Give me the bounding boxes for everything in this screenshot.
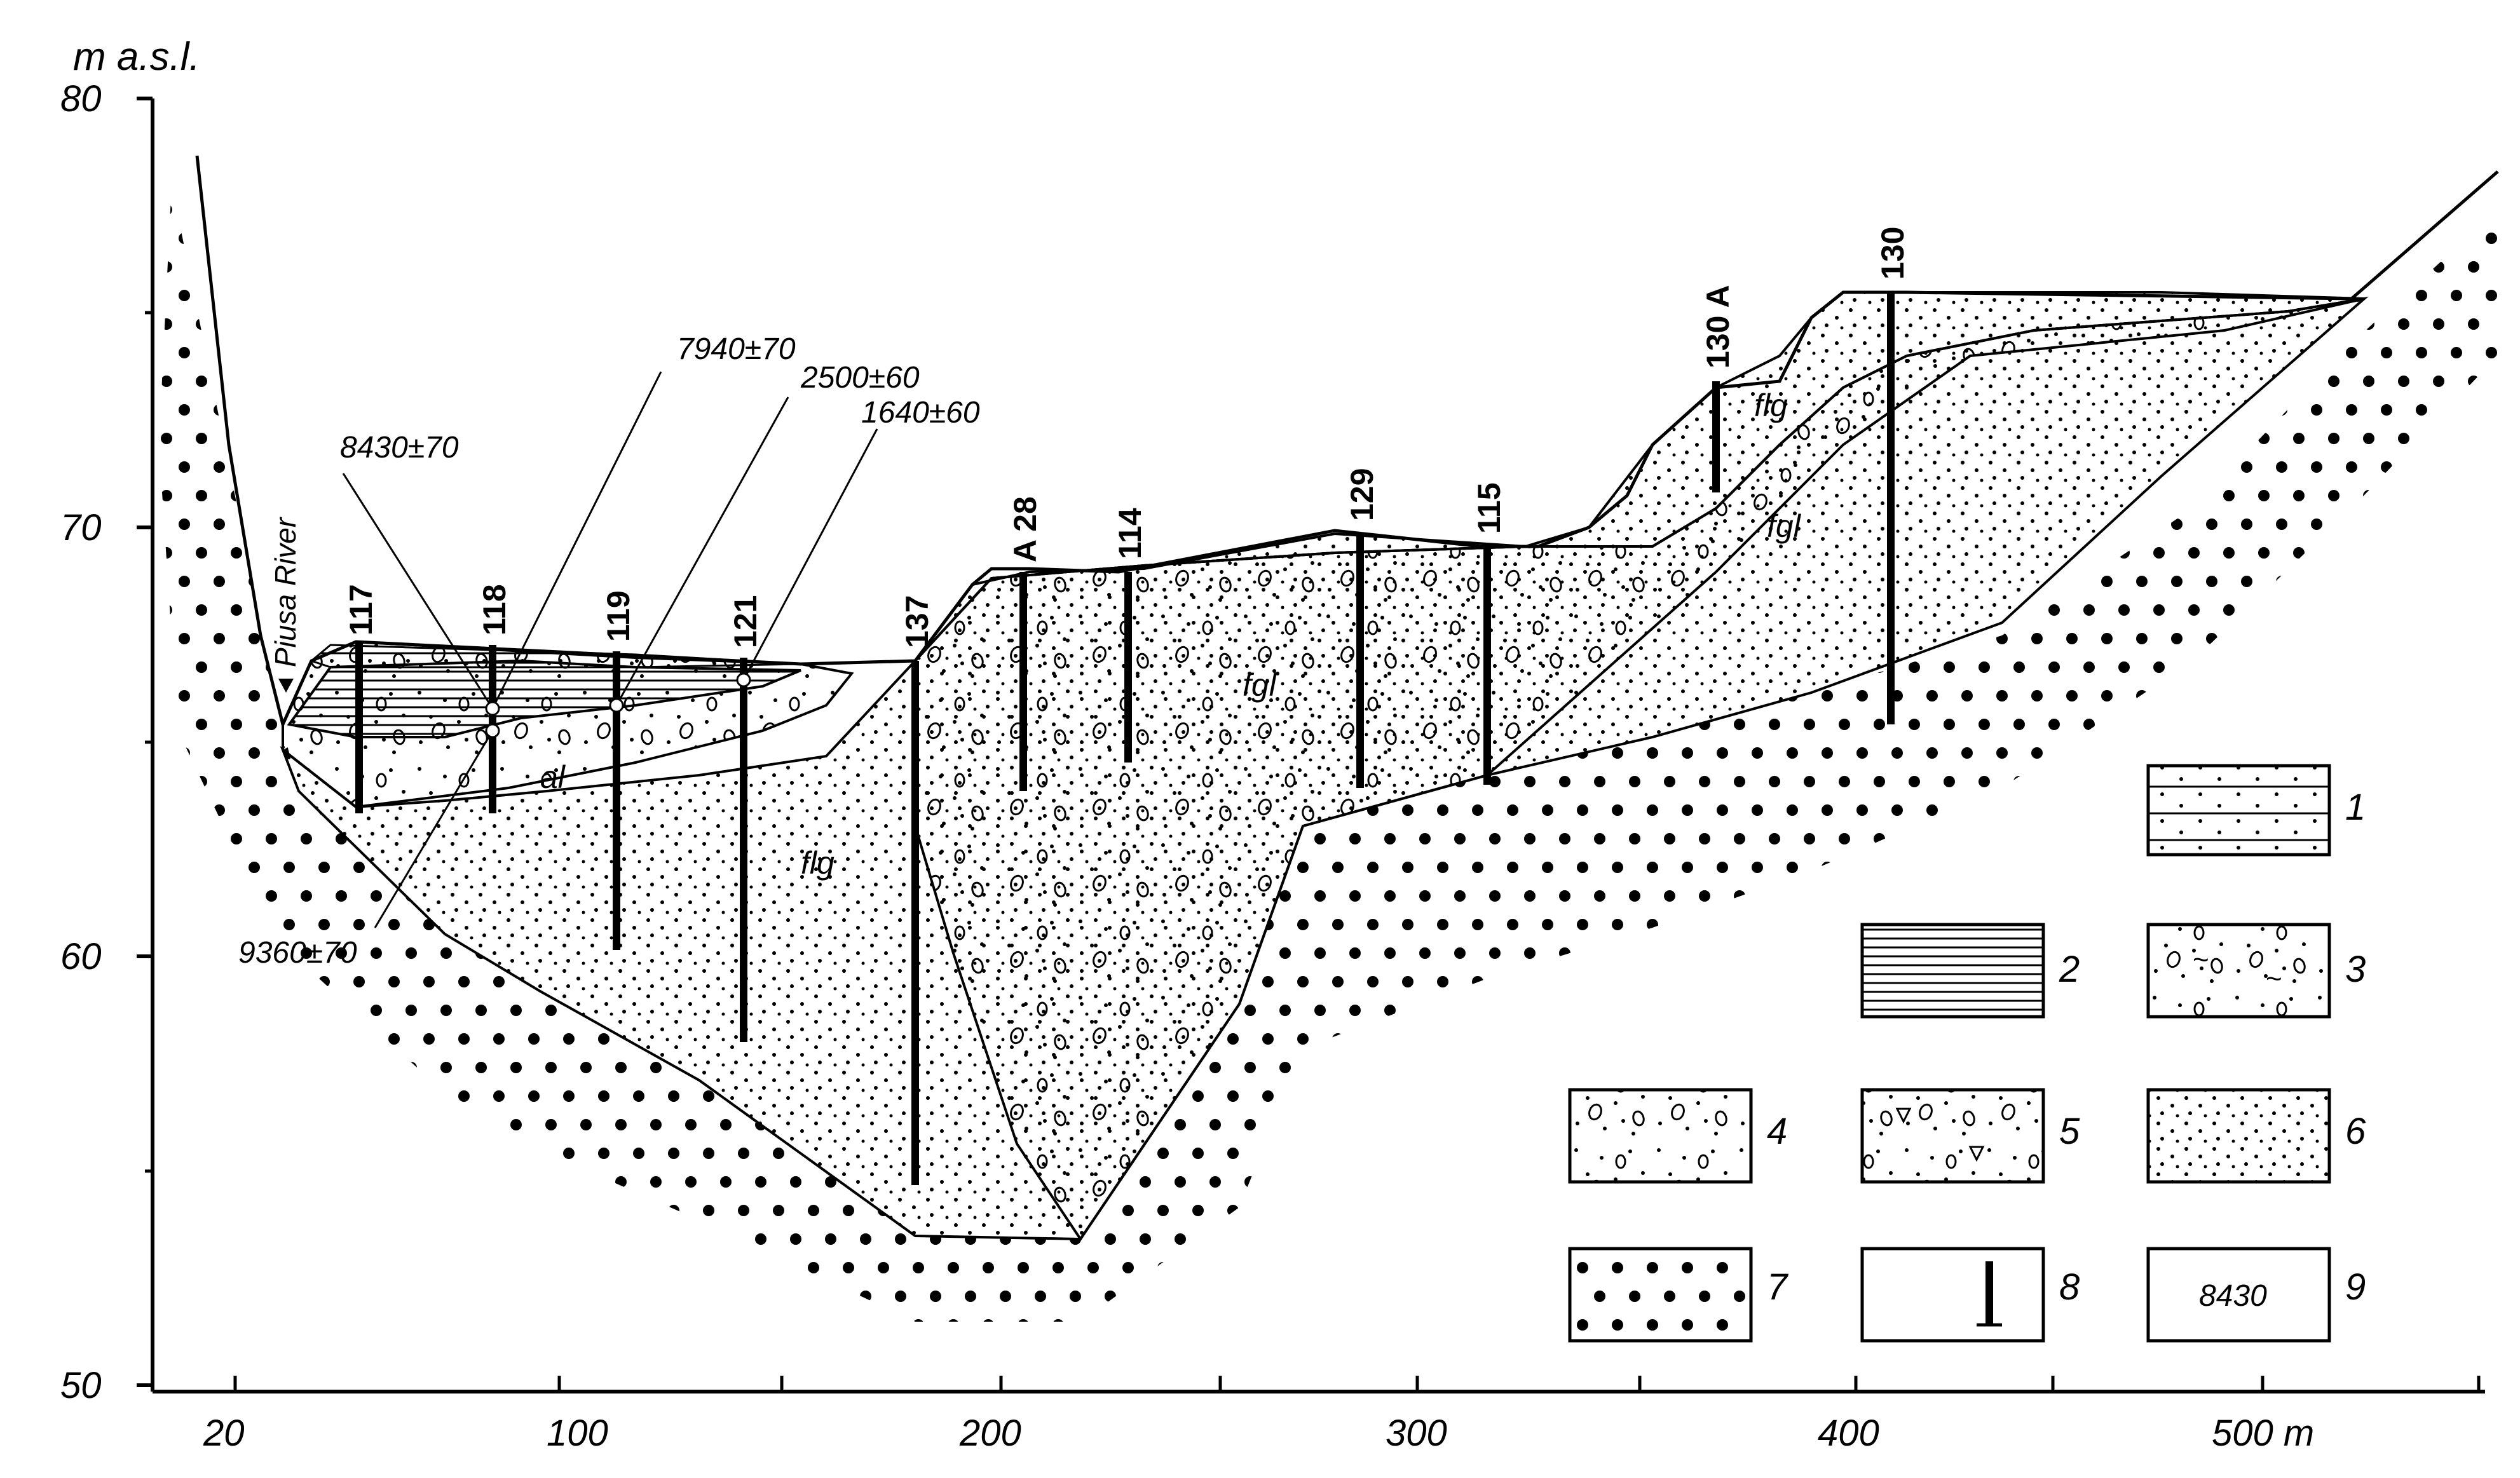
unit-flg-upper: flg xyxy=(1754,388,1788,423)
x-tick-100: 100 xyxy=(547,1413,608,1454)
borehole-label-114: 114 xyxy=(1112,508,1148,559)
date-2500: 2500±60 xyxy=(800,361,920,395)
y-axis-unit: m a.s.l. xyxy=(73,35,200,79)
legend-number-5: 5 xyxy=(2059,1111,2080,1152)
legend-number-7: 7 xyxy=(1767,1266,1789,1308)
borehole-label-118: 118 xyxy=(477,584,512,635)
legend-number-4: 4 xyxy=(1767,1111,1787,1152)
legend-item-6: 6 xyxy=(2146,1088,2366,1184)
x-tick-400: 400 xyxy=(1818,1413,1879,1454)
borehole-label-130a: 130 A xyxy=(1700,285,1736,369)
x-tick-200: 200 xyxy=(959,1413,1021,1454)
unit-fgl-upper: fgl xyxy=(1767,508,1802,544)
legend: 1 2 ~ ~ 3 4 5 6 7 xyxy=(1568,764,2366,1343)
river-label: Piusa River xyxy=(269,517,302,667)
legend-number-1: 1 xyxy=(2345,787,2366,828)
legend-item-2: 2 xyxy=(1860,923,2080,1019)
legend-item-8: 8 xyxy=(1860,1247,2080,1343)
borehole-label-117: 117 xyxy=(343,584,379,635)
legend-sample-date: 8430 xyxy=(2199,1279,2267,1313)
boreholes xyxy=(355,292,1895,1185)
borehole-label-121: 121 xyxy=(728,595,763,648)
ground-surface xyxy=(195,155,2499,729)
legend-item-9: 8430 9 xyxy=(2146,1247,2366,1343)
y-tick-80: 80 xyxy=(60,78,102,119)
unit-labels: al flg fgl flg fgl xyxy=(540,388,1802,881)
borehole-label-130: 130 xyxy=(1875,227,1910,280)
y-tick-50: 50 xyxy=(60,1365,102,1406)
unit-fgl-center: fgl xyxy=(1243,667,1277,703)
y-axis: m a.s.l. 80 70 60 50 xyxy=(60,35,200,1406)
x-tick-500: 500 m xyxy=(2212,1413,2314,1454)
borehole-label-a28: A 28 xyxy=(1007,496,1043,562)
legend-item-1: 1 xyxy=(2146,764,2366,857)
date-1640: 1640±60 xyxy=(861,396,980,430)
date-8430: 8430±70 xyxy=(340,431,459,464)
legend-item-7: 7 xyxy=(1568,1247,1789,1343)
y-tick-60: 60 xyxy=(60,936,102,977)
unit-al: al xyxy=(540,759,566,795)
borehole-label-137: 137 xyxy=(899,595,935,648)
date-9360: 9360±70 xyxy=(238,936,357,970)
date-7940: 7940±70 xyxy=(677,332,796,366)
legend-number-6: 6 xyxy=(2345,1111,2366,1152)
svg-text:~: ~ xyxy=(2193,944,2209,975)
borehole-label-115: 115 xyxy=(1471,482,1507,534)
legend-number-9: 9 xyxy=(2345,1266,2366,1308)
legend-number-2: 2 xyxy=(2059,949,2080,990)
borehole-label-129: 129 xyxy=(1344,468,1380,521)
legend-item-4: 4 xyxy=(1568,1088,1787,1184)
legend-number-8: 8 xyxy=(2059,1266,2080,1308)
y-tick-70: 70 xyxy=(60,507,102,548)
legend-item-5: 5 xyxy=(1860,1088,2080,1184)
unit-flg-main: flg xyxy=(801,845,834,881)
legend-number-3: 3 xyxy=(2345,949,2366,990)
legend-item-3: ~ ~ 3 xyxy=(2146,923,2366,1019)
x-axis: 20 100 200 300 400 500 m xyxy=(153,1376,2485,1454)
x-tick-20: 20 xyxy=(203,1413,245,1454)
borehole-labels: 117 118 119 121 137 A 28 114 129 115 130… xyxy=(343,227,1910,648)
borehole-label-119: 119 xyxy=(601,590,636,642)
svg-text:~: ~ xyxy=(2266,963,2282,994)
x-tick-300: 300 xyxy=(1386,1413,1447,1454)
river-marker: Piusa River xyxy=(269,517,302,693)
radiocarbon-dates: 8430±70 7940±70 2500±60 1640±60 9360±70 xyxy=(238,332,980,970)
